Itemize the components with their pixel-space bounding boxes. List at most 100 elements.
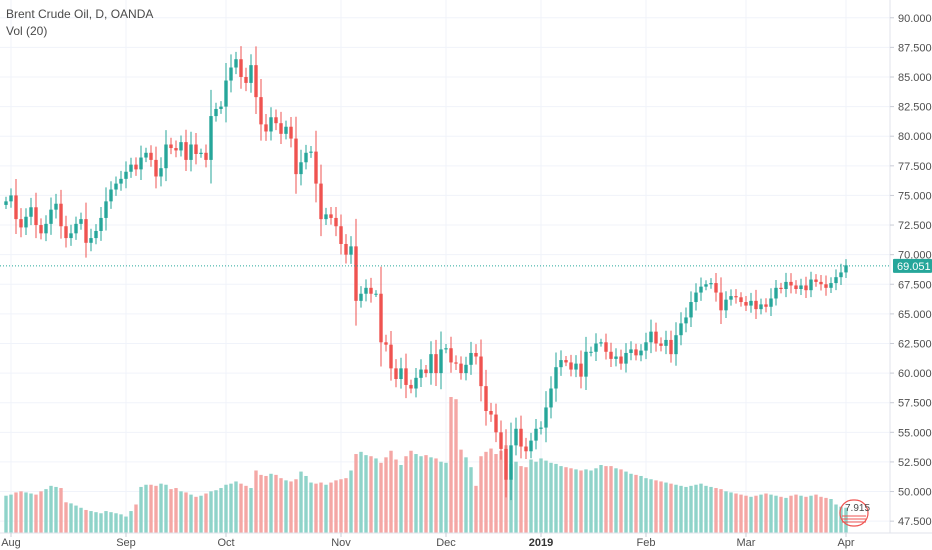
candle-body — [399, 368, 403, 380]
volume-bar — [124, 516, 128, 533]
candle-body — [209, 116, 213, 160]
volume-bar — [389, 450, 393, 533]
volume-bar — [589, 470, 593, 533]
candle-body — [329, 214, 333, 218]
volume-bar — [424, 455, 428, 533]
volume-bar — [419, 456, 423, 533]
volume-bar — [234, 481, 238, 533]
volume-bar — [729, 492, 733, 533]
volume-bar — [139, 486, 143, 533]
time-tick-label: Nov — [331, 537, 351, 549]
candle-body — [334, 217, 338, 227]
volume-bar — [484, 451, 488, 533]
price-axis[interactable]: 90.000 87.500 85.000 82.500 80.000 77.500 75.0… — [890, 13, 932, 528]
volume-bar — [444, 462, 448, 533]
volume-bar — [499, 450, 503, 533]
candle-body — [179, 142, 183, 151]
volume-bar — [619, 469, 623, 533]
volume-bar — [784, 497, 788, 533]
volume-bar — [719, 489, 723, 533]
volume-bar — [629, 473, 633, 533]
candle-body — [689, 302, 693, 318]
candle-body — [764, 304, 768, 307]
candle-body — [674, 335, 678, 355]
candle-body — [619, 356, 623, 364]
volume-bar — [549, 462, 553, 533]
candle-body — [109, 189, 113, 202]
volume-bar — [329, 482, 333, 533]
volume-bar — [84, 509, 88, 533]
candle-body — [39, 225, 43, 234]
volume-bar — [679, 485, 683, 533]
candle-body — [829, 283, 833, 288]
volume-bar — [724, 491, 728, 533]
candle-body — [564, 360, 568, 363]
candle-body — [539, 427, 543, 429]
time-tick-label: Apr — [837, 537, 854, 549]
volume-bar — [179, 491, 183, 533]
volume-bar — [89, 511, 93, 533]
candle-body — [194, 144, 198, 154]
candle-body — [94, 230, 98, 239]
candle-body — [524, 446, 528, 452]
volume-bar — [779, 496, 783, 533]
volume-bar — [654, 480, 658, 533]
candle-body — [434, 354, 438, 374]
volume-bar — [574, 469, 578, 533]
candle-body — [629, 349, 633, 353]
volume-bar — [209, 491, 213, 533]
candle-body — [834, 277, 838, 284]
symbol-title[interactable]: Brent Crude Oil, D, OANDA — [6, 7, 154, 21]
candle-body — [454, 362, 458, 364]
candle-body — [394, 368, 398, 380]
volume-bar — [29, 493, 33, 533]
volume-badge-ring — [839, 499, 869, 527]
candle-body — [734, 296, 738, 298]
candle-body — [104, 201, 108, 218]
volume-bar — [24, 492, 28, 533]
volume-bar — [414, 454, 418, 533]
volume-bar — [844, 507, 848, 533]
volume-bar — [554, 463, 558, 533]
volume-bar — [584, 469, 588, 533]
volume-bar — [644, 478, 648, 533]
candle-body — [324, 214, 328, 220]
candle-body — [444, 348, 448, 350]
volume-bar — [214, 490, 218, 533]
candle-body — [59, 203, 63, 227]
candle-body — [654, 331, 658, 344]
time-tick-label: Aug — [1, 537, 21, 549]
volume-bar — [459, 449, 463, 533]
candle-body — [319, 183, 323, 220]
candle-body — [314, 151, 318, 184]
time-axis[interactable]: Aug Sep Oct Nov Dec 2019 Feb Mar Apr — [1, 533, 855, 549]
candle-body — [469, 352, 473, 365]
volume-bar — [364, 455, 368, 533]
candle-body — [559, 360, 563, 368]
volume-bar — [259, 474, 263, 533]
candle-body — [544, 407, 548, 428]
price-axis-background — [890, 0, 932, 550]
volume-bar — [539, 458, 543, 533]
time-tick-label: Mar — [737, 537, 756, 549]
volume-bar — [624, 471, 628, 533]
volume-bar — [489, 448, 493, 533]
price-tick-label: 55.000 — [898, 427, 932, 439]
volume-bar — [189, 494, 193, 533]
candle-body — [769, 298, 773, 307]
price-tick-label: 67.500 — [898, 279, 932, 291]
volume-bar — [809, 495, 813, 533]
volume-indicator-title[interactable]: Vol (20) — [6, 24, 48, 38]
candle-body — [224, 80, 228, 107]
volume-bar — [299, 471, 303, 533]
volume-bar — [494, 454, 498, 533]
volume-bar — [344, 478, 348, 533]
candle-body — [509, 445, 513, 480]
volume-bar — [199, 495, 203, 533]
candle-body — [494, 414, 498, 433]
volume-bar — [99, 513, 103, 533]
volume-bar — [164, 484, 168, 533]
price-tick-label: 90.000 — [898, 13, 932, 25]
volume-bar — [689, 485, 693, 533]
